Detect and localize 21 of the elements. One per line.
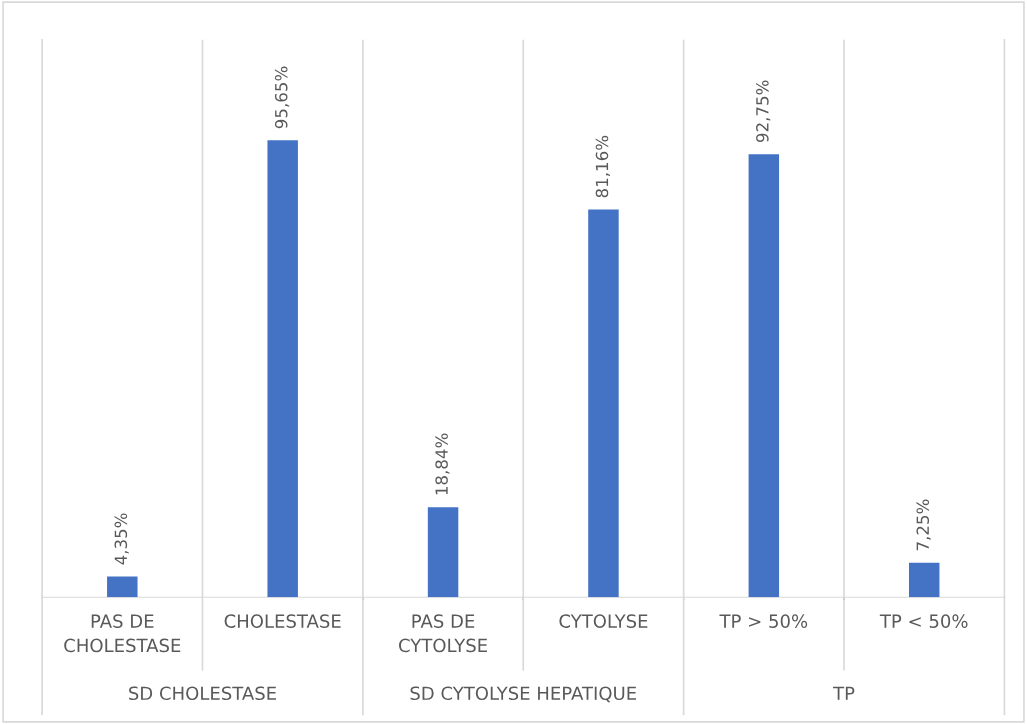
- bar: [908, 562, 940, 598]
- x-tick-label: PAS DE CHOLESTASE: [64, 614, 181, 653]
- x-tick-label: TP < 50%: [879, 614, 968, 628]
- text: TP: [833, 686, 855, 700]
- x-tick-label: CYTOLYSE: [559, 614, 648, 628]
- data-label: 4,35%: [114, 513, 129, 565]
- bar: [588, 209, 619, 598]
- text: SD CYTOLYSE HEPATIQUE: [410, 686, 637, 703]
- data-label: 81,16%: [595, 135, 610, 198]
- text: SD CHOLESTASE: [129, 686, 276, 701]
- data-label: 7,25%: [916, 499, 931, 551]
- x-tick-label: TP > 50%: [719, 614, 808, 628]
- data-label: 18,84%: [435, 433, 450, 495]
- bar: [267, 140, 298, 598]
- bar: [427, 507, 459, 598]
- x-tick-label: CHOLESTASE: [224, 614, 341, 628]
- data-label: 92,75%: [756, 80, 771, 143]
- data-label: 95,65%: [274, 66, 290, 129]
- bar: [748, 154, 780, 598]
- bar: [107, 576, 138, 598]
- x-tick-label: PAS DE CYTOLYSE: [399, 614, 487, 653]
